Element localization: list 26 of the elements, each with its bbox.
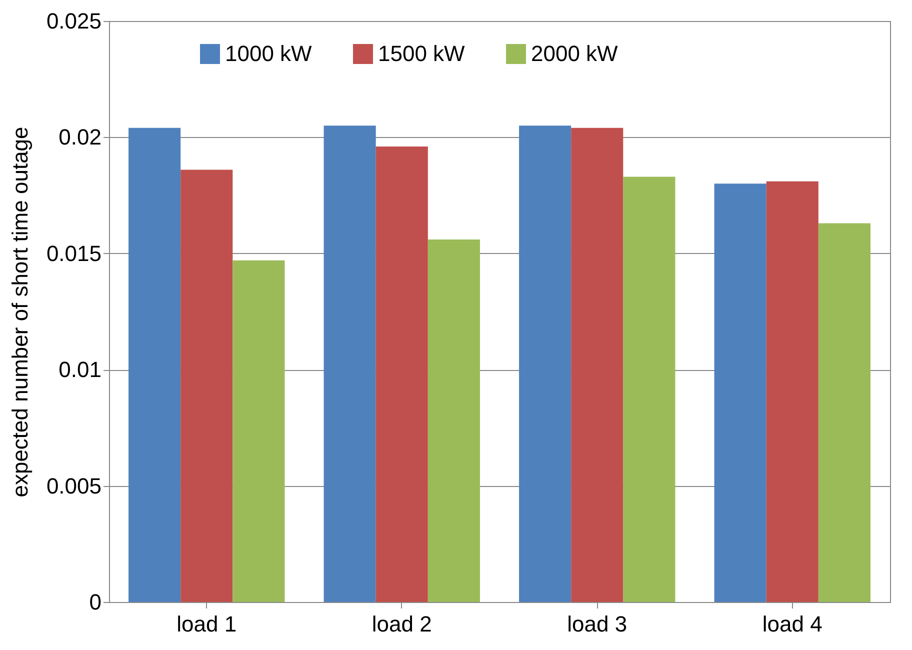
legend-label: 2000 kW (531, 41, 618, 66)
x-tick-label: load 3 (567, 612, 628, 636)
y-tick-label: 0 (89, 590, 102, 614)
y-tick-label: 0.015 (46, 240, 102, 266)
bar (571, 128, 624, 602)
y-tick-label: 0.005 (46, 473, 102, 498)
legend-label: 1000 kW (225, 41, 312, 66)
legend-label: 1500 kW (378, 41, 466, 66)
bar (766, 181, 818, 602)
x-tick-label: load 2 (372, 612, 432, 636)
bar (623, 176, 676, 602)
y-tick-label: 0.01 (58, 357, 102, 382)
bar (714, 184, 766, 602)
y-tick-label: 0.02 (58, 124, 102, 150)
x-tick-label: load 1 (176, 612, 237, 636)
y-axis-title: expected number of short time outage (7, 126, 32, 498)
bar (376, 146, 428, 602)
y-tick-label: 0.025 (46, 8, 102, 34)
x-tick-label: load 4 (762, 612, 822, 636)
bar (428, 239, 480, 602)
bar (818, 223, 870, 602)
bar (519, 126, 572, 602)
bar (128, 128, 181, 602)
bar (180, 170, 233, 602)
bar (324, 126, 376, 602)
bar (232, 260, 285, 602)
